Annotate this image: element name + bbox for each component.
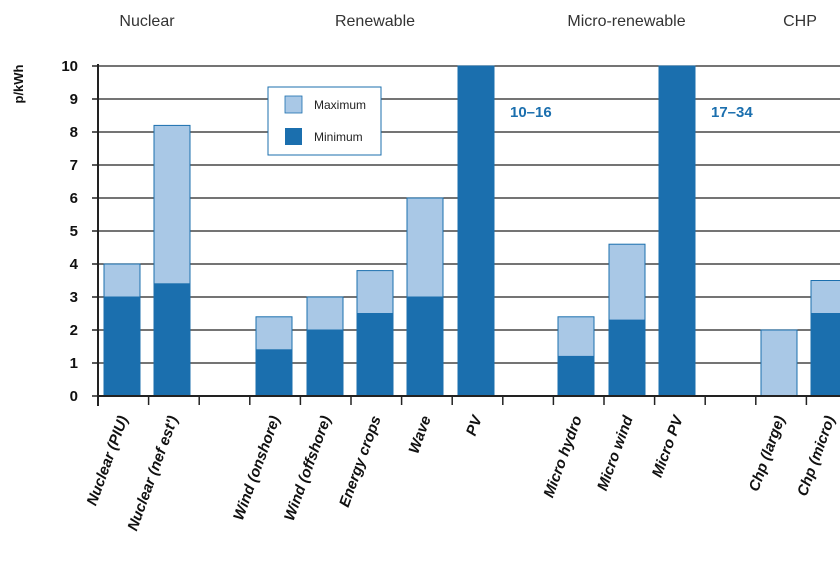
y-tick-label: 4: [70, 256, 79, 273]
x-tick-label: Wave: [405, 414, 434, 456]
y-tick-label: 5: [70, 223, 78, 240]
group-header: Micro-renewable: [567, 13, 685, 30]
bar-minimum: [356, 313, 394, 397]
x-tick-labels: Nuclear (PIU)Nuclear (nef est') Wind (ons…: [84, 412, 839, 533]
legend-label-minimum: Minimum: [314, 130, 363, 144]
x-tick-label: Energy crops: [336, 414, 385, 510]
legend-swatch-maximum: [284, 95, 303, 114]
bar-minimum: [810, 313, 840, 397]
group-header: Nuclear: [119, 13, 175, 30]
bar-minimum: [457, 65, 495, 397]
y-tick-label: 3: [70, 289, 78, 306]
bar-maximum: [760, 329, 798, 397]
y-tick-label: 1: [70, 355, 78, 372]
y-tick-label: 9: [70, 91, 78, 108]
x-tick-label: Wind (offshore): [281, 414, 335, 524]
x-tick-label: Nuclear (PIU): [84, 414, 132, 508]
bar-minimum: [658, 65, 696, 397]
x-tick-label: Micro wind: [594, 413, 637, 493]
legend-swatch-minimum: [285, 128, 302, 145]
bar-minimum: [103, 296, 141, 397]
y-tick-label: 6: [70, 190, 78, 207]
x-tick-label: Micro PV: [649, 412, 688, 480]
x-tick-label: Chp (micro): [794, 414, 839, 499]
y-tick-label: 10: [61, 58, 78, 75]
bar-minimum: [153, 283, 191, 397]
group-header: Renewable: [335, 13, 415, 30]
annotation-label: 17–34: [711, 104, 753, 121]
legend-label-maximum: Maximum: [314, 98, 366, 112]
y-tick-label: 7: [70, 157, 78, 174]
y-tick-label: 8: [70, 124, 78, 141]
x-tick-label: Nuclear (nef est'): [124, 414, 181, 534]
x-tick-label: Wind (onshore): [230, 414, 284, 523]
annotations: 10–16 17–34: [510, 104, 753, 121]
axes: [92, 64, 840, 406]
bar-minimum: [608, 319, 646, 397]
bar-minimum: [406, 296, 444, 397]
bar-minimum: [306, 329, 344, 397]
y-axis-label: p/kWh: [11, 64, 26, 103]
bar-minimum: [557, 355, 595, 397]
group-headers: Nuclear Renewable Micro-renewable CHP: [119, 13, 816, 30]
group-header: CHP: [783, 13, 817, 30]
bar-minimum: [255, 349, 293, 397]
x-tick-label: Chp (large): [746, 414, 789, 494]
y-tick-label: 0: [70, 388, 78, 405]
y-tick-labels: 0 1 2 3 4 5 6 7 8 9 10: [61, 58, 78, 405]
x-tick-label: PV: [463, 412, 487, 438]
legend: Maximum Minimum: [267, 86, 382, 156]
y-tick-label: 2: [70, 322, 78, 339]
x-tick-label: Micro hydro: [540, 414, 585, 500]
annotation-label: 10–16: [510, 104, 552, 121]
